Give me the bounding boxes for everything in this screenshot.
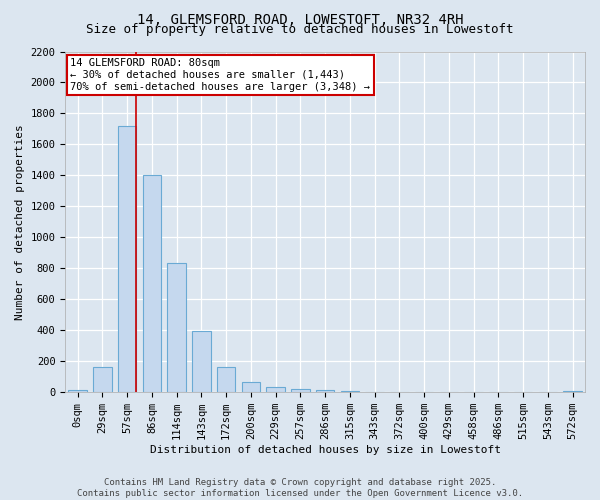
Text: Size of property relative to detached houses in Lowestoft: Size of property relative to detached ho… [86,22,514,36]
Bar [93,368,112,392]
Y-axis label: Number of detached properties: Number of detached properties [15,124,25,320]
Bar [217,368,235,392]
Bar [68,390,87,392]
Text: 14 GLEMSFORD ROAD: 80sqm
← 30% of detached houses are smaller (1,443)
70% of sem: 14 GLEMSFORD ROAD: 80sqm ← 30% of detach… [70,58,370,92]
Bar [192,331,211,392]
Bar [291,389,310,392]
Bar [242,382,260,392]
Bar [266,387,285,392]
Text: 14, GLEMSFORD ROAD, LOWESTOFT, NR32 4RH: 14, GLEMSFORD ROAD, LOWESTOFT, NR32 4RH [137,12,463,26]
Bar [118,126,136,392]
Bar [143,176,161,392]
Bar [167,263,186,392]
Bar [316,390,334,392]
Text: Contains HM Land Registry data © Crown copyright and database right 2025.
Contai: Contains HM Land Registry data © Crown c… [77,478,523,498]
X-axis label: Distribution of detached houses by size in Lowestoft: Distribution of detached houses by size … [149,445,500,455]
